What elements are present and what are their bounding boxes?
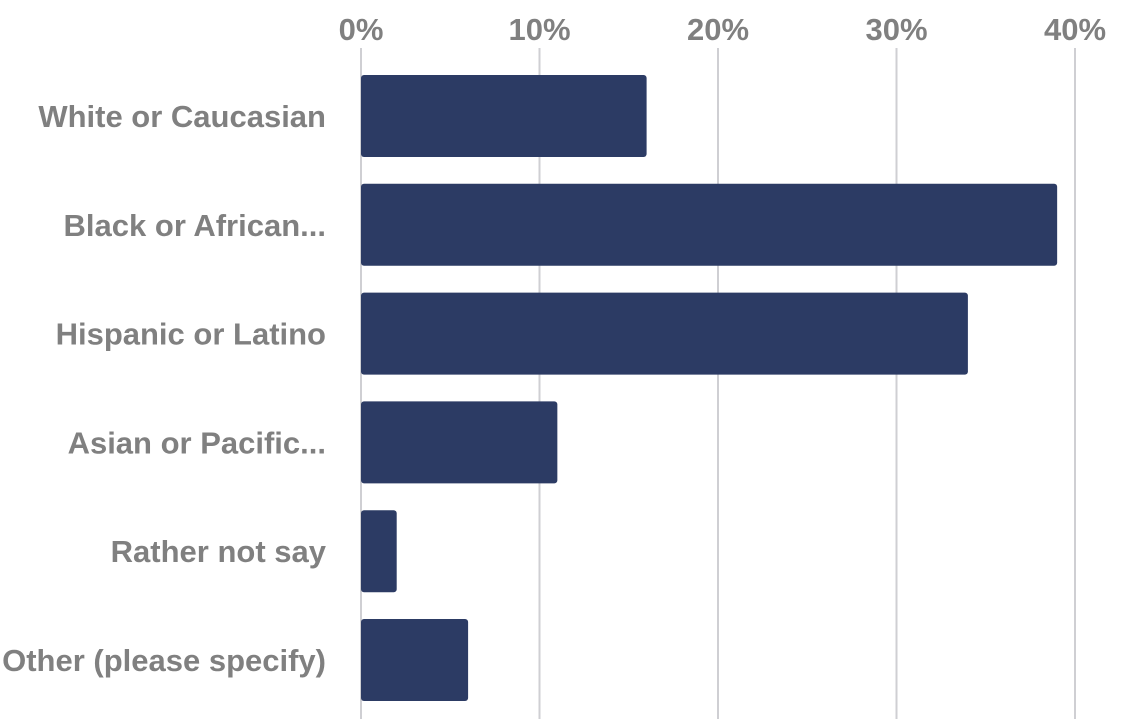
x-tick-label: 0% <box>339 12 384 47</box>
bar <box>361 75 647 157</box>
category-labels: White or Caucasian Black or African... His… <box>2 99 327 678</box>
bar <box>361 619 469 701</box>
category-label: White or Caucasian <box>38 99 326 134</box>
bar <box>361 292 968 375</box>
category-label: Asian or Pacific... <box>68 425 326 460</box>
x-tick-label: 10% <box>508 12 570 47</box>
x-tick-label: 20% <box>687 12 749 47</box>
gridlines <box>360 48 1076 719</box>
category-label: Black or African... <box>64 208 326 243</box>
x-tick-label: 40% <box>1044 12 1106 47</box>
bar <box>361 510 397 593</box>
bar <box>361 401 558 484</box>
category-label: Rather not say <box>111 534 327 569</box>
category-label: Other (please specify) <box>2 643 326 678</box>
x-axis-ticks: 0% 10% 20% 30% 40% <box>339 12 1106 47</box>
category-label: Hispanic or Latino <box>56 317 326 352</box>
bar <box>361 183 1058 266</box>
bars <box>361 75 1058 701</box>
x-tick-label: 30% <box>865 12 927 47</box>
